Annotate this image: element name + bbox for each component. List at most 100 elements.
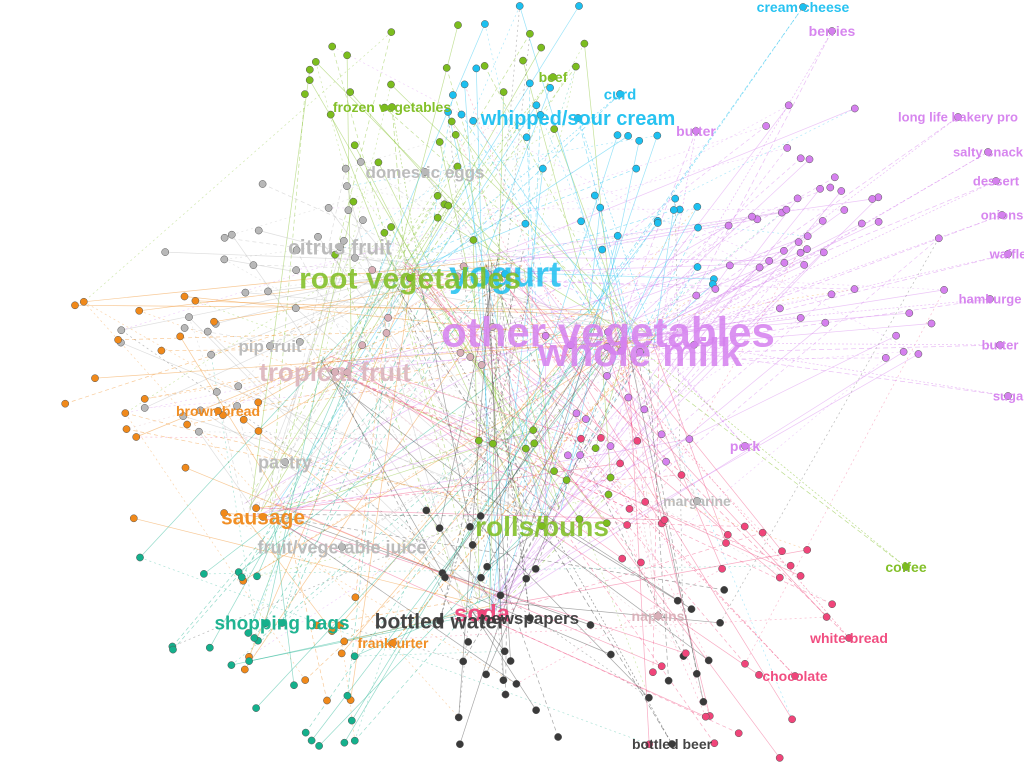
graph-node-dot (827, 290, 836, 299)
node-dot-curd (616, 90, 624, 98)
graph-edge (179, 336, 283, 504)
graph-edge (256, 259, 394, 577)
graph-edge (664, 116, 959, 340)
node-dot-pork (741, 442, 749, 450)
graph-edge (647, 349, 669, 681)
graph-node-dot (453, 162, 462, 171)
graph-edge (296, 147, 788, 271)
graph-edge (495, 532, 763, 615)
graph-edge (330, 114, 391, 268)
graph-node-dot (591, 444, 600, 453)
graph-node-dot (564, 451, 572, 460)
graph-edge (420, 223, 526, 267)
graph-node-dot (387, 28, 396, 36)
graph-edge (275, 502, 662, 667)
graph-edge (269, 270, 404, 347)
graph-node-dot (724, 221, 733, 230)
graph-edge (398, 277, 855, 290)
graph-edge (295, 307, 540, 522)
graph-node-dot (669, 206, 678, 214)
graph-edge (446, 67, 503, 260)
graph-edge (493, 209, 674, 267)
graph-edge (281, 258, 384, 624)
graph-node-dot (181, 463, 190, 472)
graph-node-dot (435, 138, 444, 146)
graph-node-dot (387, 223, 395, 231)
graph-node-dot (822, 613, 831, 621)
graph-edge (421, 135, 629, 273)
graph-node-dot (359, 216, 367, 224)
graph-edge (550, 522, 678, 601)
graph-node-dot (129, 514, 138, 523)
graph-edge (442, 324, 625, 574)
graph-node-dot (339, 236, 348, 245)
graph-node-dot (380, 103, 389, 112)
graph-node-dot (305, 76, 314, 84)
graph-node-dot (387, 80, 395, 89)
graph-edge (243, 338, 636, 582)
graph-node-dot (624, 393, 633, 402)
graph-edge (491, 269, 729, 536)
graph-node-dot (681, 649, 690, 658)
graph-edge (284, 258, 405, 463)
graph-edge (231, 234, 496, 610)
node-label-yogurt: yogurt (449, 254, 561, 295)
graph-edge (492, 263, 663, 524)
graph-node-dot (755, 671, 763, 679)
graph-edge (598, 320, 611, 478)
graph-node-dot (476, 512, 485, 520)
graph-edge (522, 256, 667, 462)
graph-edge (347, 361, 623, 559)
graph-edge (503, 269, 827, 618)
graph-edge (315, 61, 354, 202)
graph-node-dot (550, 467, 558, 475)
graph-node-dot (550, 125, 559, 133)
graph-node-dot (881, 354, 890, 362)
graph-edge (255, 319, 619, 709)
node-label-waffles: waffle (989, 247, 1024, 262)
graph-node-dot (234, 382, 243, 391)
graph-node-dot (135, 306, 144, 315)
graph-edge (260, 205, 449, 512)
graph-edge (505, 262, 645, 410)
graph-edge (513, 262, 695, 346)
graph-edge (139, 557, 650, 745)
graph-node-dot (312, 621, 321, 630)
graph-edge (245, 212, 782, 293)
graph-edge (121, 273, 399, 331)
graph-node-dot (575, 515, 584, 523)
graph-node-dot (469, 236, 478, 244)
graph-node-dot (480, 62, 489, 70)
graph-edge (525, 340, 623, 449)
graph-edge (744, 289, 945, 664)
graph-edge (485, 261, 531, 619)
graph-node-dot (351, 593, 360, 602)
graph-edge (198, 431, 601, 439)
graph-node-dot (576, 451, 584, 459)
graph-edge (657, 220, 808, 237)
graph-node-dot (71, 301, 79, 310)
graph-edge (605, 320, 907, 568)
graph-edge (487, 274, 558, 510)
graph-edge (661, 130, 697, 327)
node-label-frankfurter: frankfurter (358, 635, 429, 651)
graph-node-dot (449, 91, 457, 99)
graph-node-dot (892, 331, 900, 340)
graph-edge (83, 31, 392, 303)
graph-edge (629, 209, 787, 341)
graph-edge (556, 265, 731, 511)
graph-edge (323, 357, 886, 362)
node-dot-pip-fruit (266, 342, 274, 350)
graph-edge (266, 518, 706, 718)
graph-edge (248, 263, 419, 657)
graph-edge (472, 325, 605, 546)
graph-node-dot (252, 704, 260, 712)
graph-node-dot (784, 101, 793, 110)
graph-edge (207, 331, 487, 603)
node-label-napkins: napkins (632, 608, 685, 624)
graph-edge (126, 326, 493, 430)
graph-node-dot (474, 436, 483, 445)
graph-node-dot (472, 64, 481, 73)
graph-node-dot (341, 164, 350, 173)
graph-edge (610, 338, 642, 447)
